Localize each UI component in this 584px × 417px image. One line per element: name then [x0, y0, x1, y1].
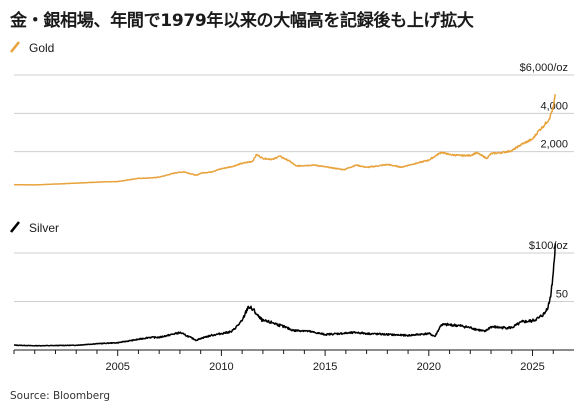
x-tick-label: 2010 [209, 361, 233, 373]
silver-y-tick-label: 50 [556, 289, 568, 301]
gold-series-line [13, 94, 557, 186]
gold-legend-swatch [9, 41, 21, 53]
source-note: Source: Bloomberg [10, 390, 111, 402]
gold-y-tick-label: $6,000/oz [520, 62, 568, 74]
x-tick-label: 2015 [313, 361, 337, 373]
gold-gridlines [14, 74, 574, 153]
x-tick-label: 2020 [417, 361, 441, 373]
x-tick-label: 2025 [520, 361, 544, 373]
gold-y-tick-labels: 2,000 4,000 $6,000/oz [520, 62, 568, 151]
gold-y-tick-label: 4,000 [540, 100, 568, 112]
silver-legend-swatch [9, 221, 21, 233]
x-tick-label: 2005 [105, 361, 129, 373]
gold-legend-label: Gold [29, 41, 54, 55]
silver-y-tick-label: $100/oz [529, 240, 568, 252]
gold-y-tick-label: 2,000 [540, 139, 568, 151]
x-axis-ticks: 2005 2010 2015 2020 2025 [13, 350, 554, 373]
silver-y-tick-labels: 50 $100/oz [529, 240, 568, 301]
silver-series-line [13, 243, 557, 347]
silver-gridlines [14, 252, 574, 302]
silver-legend-label: Silver [29, 221, 59, 235]
chart-title: 金・銀相場、年間で1979年以来の大幅高を記録後も上げ拡大 [10, 11, 474, 31]
